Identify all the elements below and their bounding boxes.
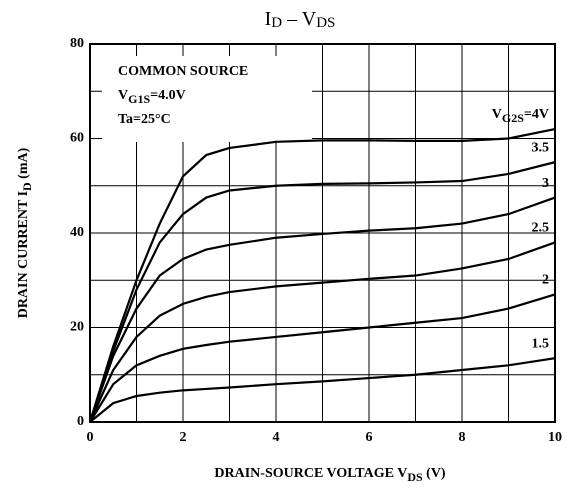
text-part: DS [316, 15, 335, 31]
text-part: DS [407, 470, 423, 484]
curve [88, 241, 556, 423]
text-part: V [492, 107, 502, 122]
y-tick-label: 40 [70, 225, 84, 240]
series-label: 2 [542, 273, 549, 288]
text-part: (mA) [16, 147, 31, 182]
text-part: DRAIN CURRENT I [16, 191, 31, 318]
text-part: G2S [502, 111, 524, 125]
y-tick-label: 20 [70, 320, 84, 335]
text-part: D [271, 15, 282, 31]
text-part: V [118, 88, 128, 103]
x-tick-label: 4 [273, 430, 280, 445]
annotation: COMMON SOURCE [118, 64, 248, 79]
y-axis-label: DRAIN CURRENT ID (mA) [16, 147, 34, 318]
y-tick-label: 80 [70, 36, 84, 51]
annotation: VG1S=4.0V [118, 88, 186, 106]
plot-frame [89, 43, 556, 423]
text-part: =4.0V [150, 88, 186, 103]
series-label: 2.5 [532, 221, 550, 236]
series-label: 3.5 [532, 140, 550, 155]
x-tick-label: 0 [87, 430, 94, 445]
text-part: =4V [524, 107, 549, 122]
text-part: – V [282, 8, 317, 30]
y-tick-label: 60 [70, 131, 84, 146]
y-tick-label: 0 [77, 414, 84, 429]
x-axis-label: DRAIN-SOURCE VOLTAGE VDS (V) [214, 466, 446, 484]
chart-title: ID – VDS [265, 8, 336, 32]
curve [88, 196, 556, 423]
curve [88, 127, 556, 423]
x-tick-label: 6 [366, 430, 373, 445]
curve [89, 357, 556, 423]
text-part: D [20, 182, 34, 191]
series-label: 1.5 [532, 336, 550, 351]
text-part: G1S [128, 92, 150, 106]
curve [88, 161, 556, 423]
x-tick-label: 8 [459, 430, 466, 445]
series-label: VG2S=4V [492, 107, 549, 125]
annotation: Ta=25°C [118, 112, 171, 127]
x-tick-label: 2 [180, 430, 187, 445]
curve [89, 293, 556, 423]
annotation-box [102, 56, 312, 142]
text-part: I [265, 8, 272, 30]
text-part: (V) [423, 466, 446, 481]
text-part: DRAIN-SOURCE VOLTAGE V [214, 466, 407, 481]
series-label: 3 [542, 176, 549, 191]
x-tick-label: 10 [548, 430, 562, 445]
